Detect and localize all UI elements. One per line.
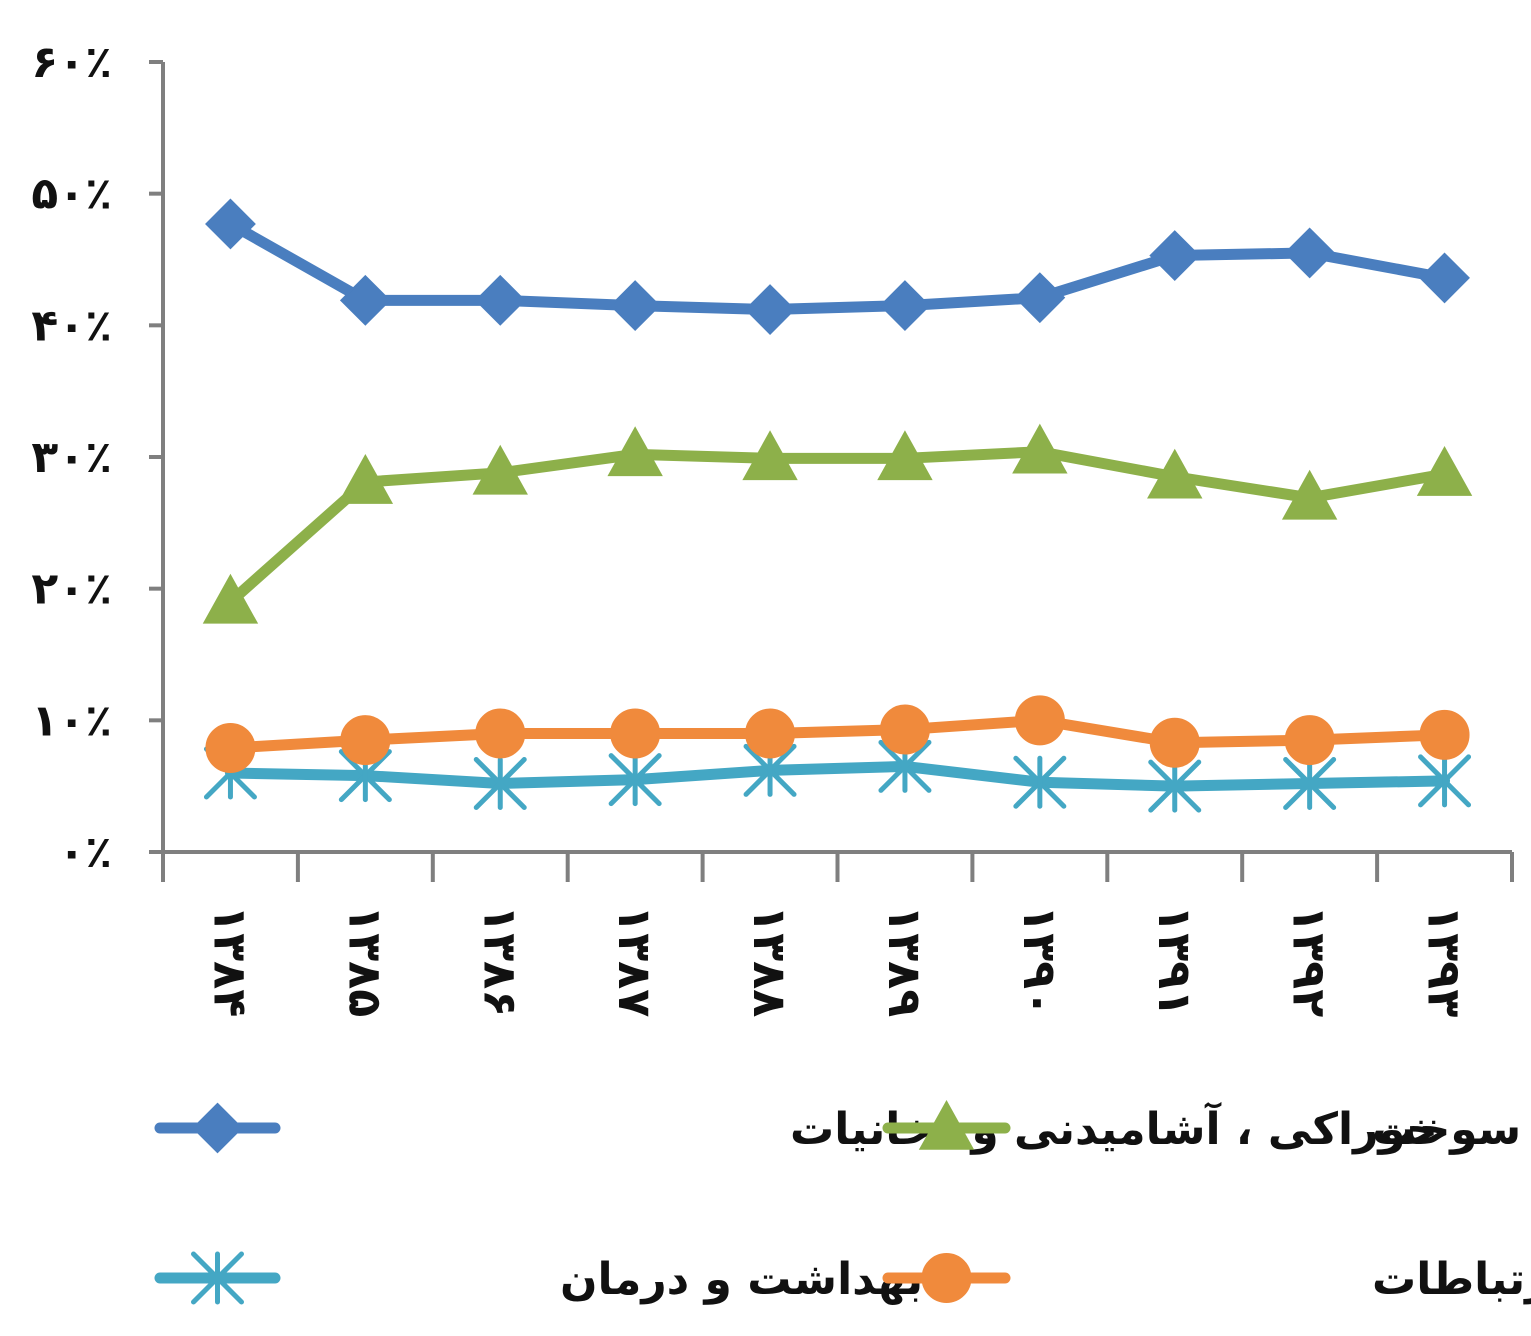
legend: خوراکی ، آشامیدنی و دخانیاتمسکن، آب و سو… xyxy=(154,1099,1531,1305)
x-tick-label-group: ۱۳۸۷ xyxy=(608,905,662,1017)
series-line xyxy=(224,446,1451,608)
x-tick-label-group: ۱۳۹۳ xyxy=(1418,905,1472,1017)
series-1 xyxy=(202,423,1473,624)
x-tick-label-group: ۱۳۸۶ xyxy=(473,905,527,1017)
data-point-marker xyxy=(475,708,526,759)
data-point-marker xyxy=(340,715,391,766)
x-tick-label-group: ۱۳۹۱ xyxy=(1148,905,1202,1017)
x-tick-label: ۱۳۹۱ xyxy=(1148,905,1202,1017)
data-point-marker xyxy=(745,708,796,759)
data-point-marker xyxy=(744,284,796,335)
x-tick-label-group: ۱۳۸۴ xyxy=(203,905,257,1017)
y-tick-label: ۰٪ xyxy=(58,827,112,878)
x-tick-label-group: ۱۳۹۲ xyxy=(1283,905,1337,1017)
data-point-marker xyxy=(921,1253,972,1303)
legend-label: مسکن، آب و سوخت xyxy=(1372,1101,1531,1155)
y-tick-label: ۱۰٪ xyxy=(31,695,112,746)
x-tick-label: ۱۳۸۶ xyxy=(473,905,527,1017)
x-tick-label: ۱۳۸۹ xyxy=(878,905,932,1017)
x-tick-label: ۱۳۸۷ xyxy=(608,905,662,1017)
data-point-marker xyxy=(610,708,661,759)
data-point-marker xyxy=(474,274,526,326)
data-point-marker xyxy=(1418,754,1472,808)
data-point-marker xyxy=(1147,448,1203,499)
data-point-marker xyxy=(191,1251,244,1305)
series-line xyxy=(224,218,1451,316)
data-point-marker xyxy=(1012,423,1068,474)
axes: ۰٪ ۱۰٪ ۲۰٪ ۳۰٪ ۴۰٪ ۵۰٪ ۶۰٪ ۱۳۸۴ ۱۳۸۵ ۱۳۸۶ ۱۳۸۷ ۱۳۸۸… xyxy=(31,37,1514,1017)
series-layer xyxy=(202,198,1473,813)
data-point-marker xyxy=(1283,757,1337,811)
data-point-marker xyxy=(337,453,394,504)
series-line xyxy=(224,760,1451,792)
data-point-marker xyxy=(1149,230,1201,281)
data-point-marker xyxy=(1014,695,1065,746)
legend-item: بهداشت و درمان xyxy=(154,1251,923,1305)
series-0 xyxy=(205,198,1470,335)
x-tick-label: ۱۳۹۳ xyxy=(1418,905,1472,1017)
x-tick-label: ۱۳۸۵ xyxy=(338,905,392,1017)
legend-label: حمل و نقل و ارتباطات xyxy=(1372,1254,1531,1305)
data-point-marker xyxy=(1148,759,1202,813)
data-point-marker xyxy=(1013,755,1067,809)
data-point-marker xyxy=(609,280,661,331)
data-point-marker xyxy=(192,1102,243,1154)
data-point-marker xyxy=(918,1099,975,1150)
data-point-marker xyxy=(1149,717,1200,768)
data-point-marker xyxy=(339,274,391,326)
x-tick-label-group: ۱۳۹۰ xyxy=(1013,905,1067,1017)
y-tick-label: ۴۰٪ xyxy=(31,300,112,351)
data-point-marker xyxy=(1419,709,1470,760)
x-tick-label-group: ۱۳۸۵ xyxy=(338,905,392,1017)
y-tick-label: ۳۰٪ xyxy=(31,432,112,483)
data-point-marker xyxy=(1284,715,1335,766)
data-point-marker xyxy=(608,753,662,807)
data-point-marker xyxy=(1284,227,1336,279)
data-point-marker xyxy=(879,280,931,331)
legend-label: بهداشت و درمان xyxy=(560,1254,923,1305)
y-tick-label: ۵۰٪ xyxy=(31,169,112,220)
data-point-marker xyxy=(1281,469,1338,520)
x-tick-label: ۱۳۸۴ xyxy=(203,905,257,1017)
series-2 xyxy=(205,695,1470,773)
x-tick-label: ۱۳۸۸ xyxy=(743,905,797,1017)
data-point-marker xyxy=(202,573,259,624)
series-3 xyxy=(203,739,1472,813)
data-point-marker xyxy=(742,430,798,481)
legend-item: حمل و نقل و ارتباطات xyxy=(882,1253,1531,1305)
x-tick-label: ۱۳۹۰ xyxy=(1013,905,1067,1017)
x-tick-label-group: ۱۳۸۸ xyxy=(743,905,797,1017)
data-point-marker xyxy=(1014,272,1066,324)
data-point-marker xyxy=(473,757,527,811)
data-point-marker xyxy=(1416,446,1473,496)
series-line xyxy=(224,714,1451,754)
data-point-marker xyxy=(877,430,933,481)
data-point-marker xyxy=(205,198,256,250)
x-tick-label: ۱۳۹۲ xyxy=(1283,905,1337,1017)
data-point-marker xyxy=(205,722,256,773)
x-tick-label-group: ۱۳۸۹ xyxy=(878,905,932,1017)
data-point-marker xyxy=(472,444,528,495)
y-tick-label: ۲۰٪ xyxy=(31,564,112,615)
legend-item: خوراکی ، آشامیدنی و دخانیات xyxy=(154,1101,1438,1155)
data-point-marker xyxy=(1419,252,1470,304)
data-point-marker xyxy=(879,704,930,755)
data-point-marker xyxy=(607,426,663,477)
legend-item: مسکن، آب و سوخت xyxy=(882,1099,1531,1155)
y-tick-label: ۶۰٪ xyxy=(31,37,112,88)
